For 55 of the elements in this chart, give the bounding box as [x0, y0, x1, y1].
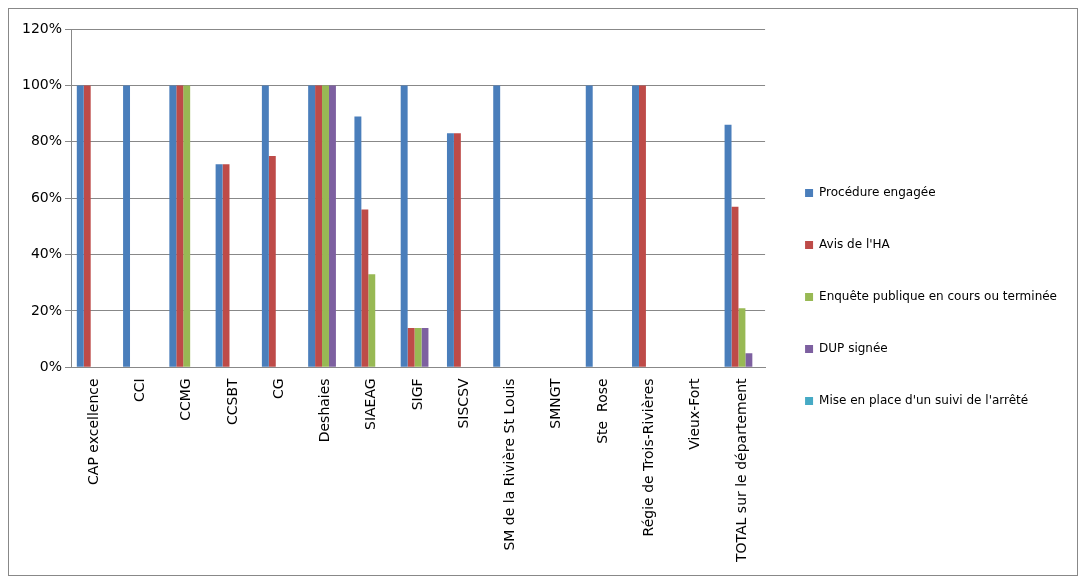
- bar: [261, 85, 269, 367]
- bar: [328, 85, 336, 367]
- x-tick-label: CCMG: [177, 378, 194, 421]
- x-tick-label: CCI: [131, 378, 148, 403]
- x-tick-label: Régie de Trois-Rivières: [640, 378, 657, 537]
- bar: [368, 274, 376, 367]
- y-tick-label: 40%: [30, 245, 63, 262]
- bar: [308, 85, 316, 367]
- bar: [176, 85, 184, 367]
- bar: [738, 308, 746, 367]
- bar: [400, 85, 408, 367]
- legend-label: Avis de l'HA: [819, 237, 891, 252]
- bar: [745, 353, 753, 367]
- bar: [268, 155, 276, 367]
- x-tick-label: CAP excellence: [84, 378, 101, 485]
- x-tick-label: Deshaies: [316, 378, 333, 443]
- x-tick-label: TOTAL sur le département: [732, 377, 749, 564]
- bar: [632, 85, 639, 367]
- bar: [183, 85, 191, 367]
- bar: [493, 85, 501, 367]
- bar: [361, 209, 369, 367]
- x-tick-label: Ste Rose: [593, 378, 610, 444]
- bar: [169, 85, 177, 367]
- bar: [354, 116, 362, 367]
- bar: [322, 85, 329, 367]
- y-tick-label: 60%: [30, 188, 63, 205]
- bar: [414, 327, 422, 367]
- legend-label: DUP signée: [819, 341, 888, 356]
- bar: [123, 85, 131, 367]
- bar: [446, 133, 454, 367]
- y-tick-label: 80%: [30, 132, 63, 149]
- x-tick-label: CCSBT: [223, 377, 240, 425]
- legend-label: Procédure engagée: [819, 185, 936, 200]
- y-tick-label: 120%: [21, 19, 63, 36]
- bar: [585, 85, 593, 367]
- x-tick-label: SIGF: [408, 378, 425, 411]
- bar: [407, 327, 415, 367]
- x-tick-label: SM de la Rivière St Louis: [501, 378, 518, 551]
- bar: [315, 85, 323, 367]
- x-tick-label: SISCSV: [454, 377, 471, 429]
- legend-label: Enquête publique en cours ou terminée: [819, 289, 1057, 304]
- bar: [724, 124, 732, 367]
- x-tick-label: Vieux-Fort: [686, 377, 703, 450]
- bar: [453, 133, 461, 367]
- bar: [76, 85, 84, 367]
- legend-label: Mise en place d'un suivi de l'arrêté: [819, 393, 1029, 408]
- x-tick-label: CG: [269, 378, 286, 399]
- y-tick-label: 20%: [30, 301, 63, 318]
- x-tick-label: SMNGT: [547, 377, 564, 429]
- y-tick-label: 0%: [39, 358, 63, 375]
- bar: [638, 85, 646, 367]
- y-tick-label: 100%: [21, 76, 63, 93]
- bar: [215, 164, 223, 367]
- x-tick-label: SIAEAG: [362, 378, 379, 430]
- bar: [83, 85, 91, 367]
